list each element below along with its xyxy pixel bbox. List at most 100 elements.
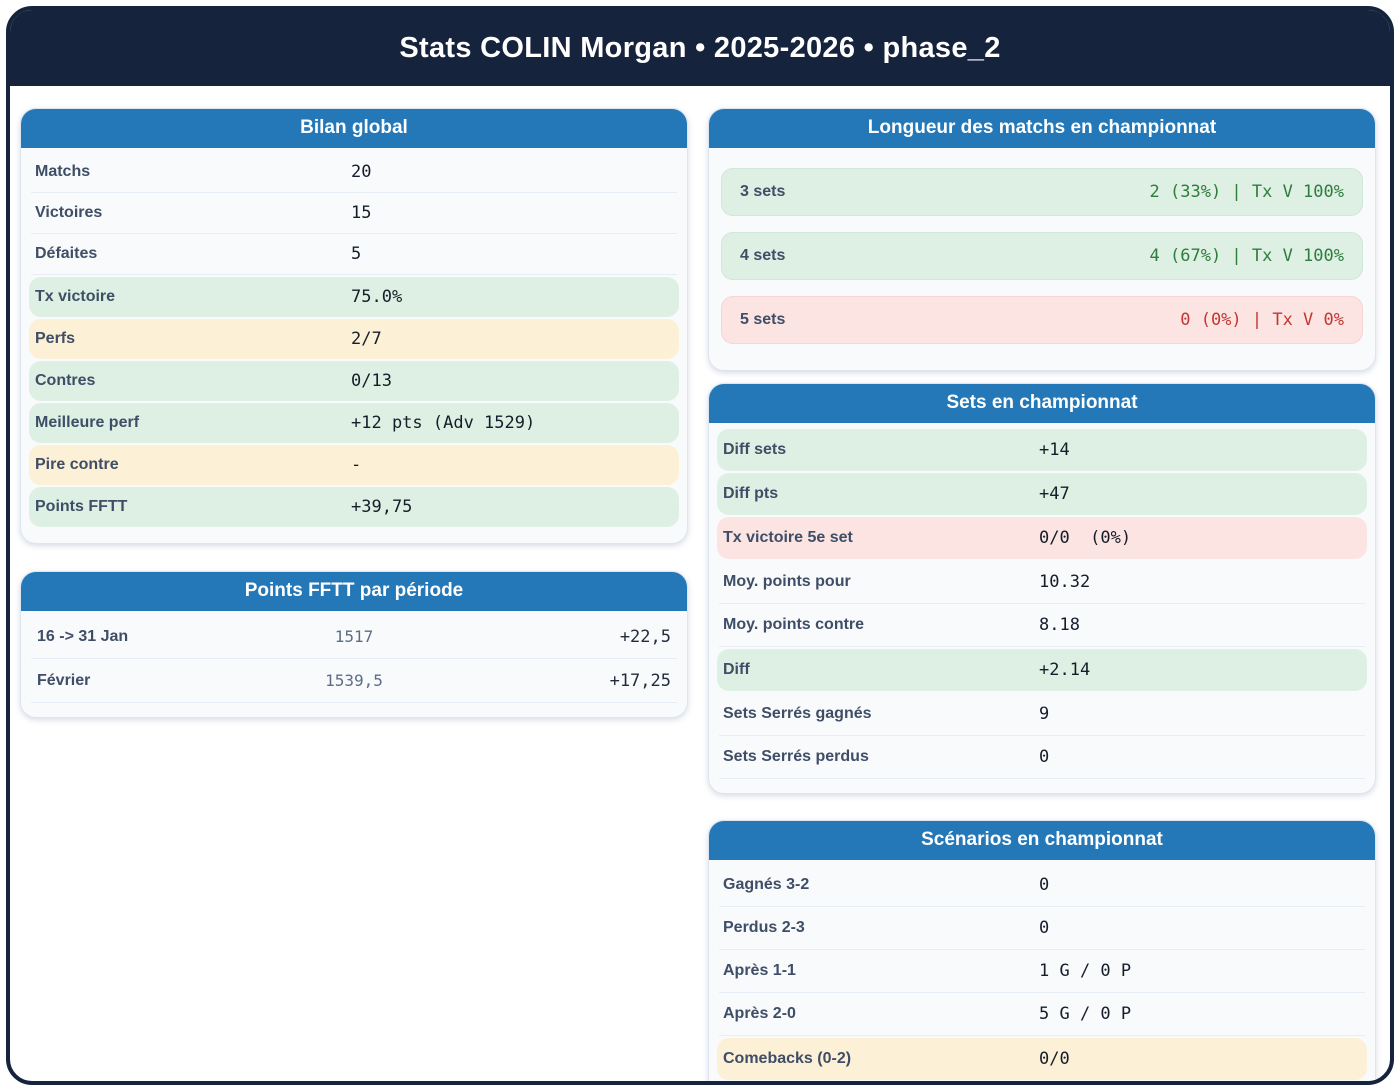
stat-row-d-faites: Défaites 5: [31, 234, 677, 275]
stat-value: +39,75: [351, 497, 413, 517]
stat-label: Victoires: [35, 204, 103, 221]
stat-value: 0: [1039, 747, 1050, 767]
stat-row-diff-sets: Diff sets +14: [717, 429, 1367, 471]
bilan-global-rows: Matchs 20 Victoires 15 Défaites 5 Tx victoire 7…: [21, 148, 687, 543]
stat-label: Contres: [35, 372, 96, 389]
stat-label: Moy. points pour: [723, 573, 851, 590]
period-delta-value: +22,5: [619, 626, 671, 647]
sets-championnat-rows: Diff sets +14 Diff pts +47 Tx victoire 5e se…: [709, 423, 1375, 793]
page-frame: Stats COLIN Morgan • 2025-2026 • phase_2…: [6, 6, 1394, 1085]
card-points-fftt-periode-title: Points FFTT par période: [21, 572, 687, 611]
period-delta-value: +17,25: [609, 670, 671, 691]
stat-row-meilleure-perf: Meilleure perf +12 pts (Adv 1529): [29, 403, 679, 443]
stat-row-pire-contre: Pire contre -: [29, 445, 679, 485]
stat-value: +2.14: [1039, 660, 1091, 680]
stat-value: 8.18: [1039, 615, 1080, 635]
stat-row-apr-s-2-0: Après 2-0 5 G / 0 P: [719, 993, 1365, 1036]
stat-row-contres: Contres 0/13: [29, 361, 679, 401]
stat-label: Défaites: [35, 245, 98, 262]
stat-row-tx-victoire-5e-set: Tx victoire 5e set 0/0 (0%): [717, 517, 1367, 559]
stat-label: Diff pts: [723, 485, 779, 502]
stat-row-tx-victoire: Tx victoire 75.0%: [29, 277, 679, 317]
app-header: Stats COLIN Morgan • 2025-2026 • phase_2: [10, 10, 1390, 86]
stat-label: Matchs: [35, 163, 91, 180]
stat-row-diff-pts: Diff pts +47: [717, 473, 1367, 515]
stat-label: Pire contre: [35, 456, 119, 473]
stat-row-perfs: Perfs 2/7: [29, 319, 679, 359]
stat-label: Diff sets: [723, 441, 787, 458]
stat-label: Tx victoire 5e set: [723, 529, 853, 546]
stat-label: Perfs: [35, 330, 76, 347]
longueur-matchs-rows: 3 sets 2 (33%) | Tx V 100% 4 sets 4 (67%) |…: [709, 148, 1375, 370]
stat-label: Après 1-1: [723, 962, 796, 979]
stat-label: Points FFTT: [35, 498, 128, 515]
card-points-fftt-periode: Points FFTT par période 16 -> 31 Jan 1517…: [20, 571, 688, 718]
stat-row-victoires: Victoires 15: [31, 193, 677, 234]
card-bilan-global-title: Bilan global: [21, 109, 687, 148]
stat-label: Sets Serrés perdus: [723, 748, 869, 765]
stat-value: 0: [1039, 875, 1050, 895]
stat-value: 1 G / 0 P: [1039, 961, 1132, 981]
stat-label: Après 2-0: [723, 1005, 796, 1022]
content: Bilan global Matchs 20 Victoires 15 Défaites…: [10, 86, 1390, 1081]
stat-label: Moy. points contre: [723, 616, 865, 633]
page-title: Stats COLIN Morgan • 2025-2026 • phase_2: [399, 31, 1001, 64]
stat-label: Sets Serrés gagnés: [723, 705, 872, 722]
stat-row-perdus-2-3: Perdus 2-3 0: [719, 907, 1365, 950]
stat-value: 10.32: [1039, 572, 1091, 592]
scenarios-championnat-rows: Gagnés 3-2 0 Perdus 2-3 0 Après 1-1 1 G / 0 P…: [709, 860, 1375, 1081]
period-row-16-31-jan: 16 -> 31 Jan 1517 +22,5: [31, 615, 677, 659]
stat-label: Diff: [723, 661, 750, 678]
pill-value: 2 (33%) | Tx V 100%: [1149, 182, 1344, 202]
points-fftt-periode-rows: 16 -> 31 Jan 1517 +22,5 Février 1539,5 +17,25: [21, 611, 687, 717]
pill-label: 5 sets: [740, 311, 786, 328]
pill-label: 3 sets: [740, 183, 786, 200]
stat-row-moy-points-pour: Moy. points pour 10.32: [719, 561, 1365, 604]
card-sets-championnat: Sets en championnat Diff sets +14 Diff pts…: [708, 383, 1376, 794]
pill-row-4-sets: 4 sets 4 (67%) | Tx V 100%: [721, 232, 1363, 280]
stat-label: Tx victoire: [35, 288, 116, 305]
stat-value: -: [351, 455, 362, 475]
stat-value: 5 G / 0 P: [1039, 1004, 1132, 1024]
stat-row-apr-s-1-1: Après 1-1 1 G / 0 P: [719, 950, 1365, 993]
card-scenarios-championnat-title: Scénarios en championnat: [709, 821, 1375, 860]
stat-value: +14: [1039, 440, 1070, 460]
stat-row-points-fftt: Points FFTT +39,75: [29, 487, 679, 527]
period-points-value: 1539,5: [325, 671, 383, 690]
stat-value: 0/0 (0%): [1039, 528, 1132, 548]
pill-label: 4 sets: [740, 247, 786, 264]
card-scenarios-championnat: Scénarios en championnat Gagnés 3-2 0 Perd…: [708, 820, 1376, 1081]
period-label: 16 -> 31 Jan: [37, 627, 129, 645]
stat-value: 5: [351, 244, 362, 264]
stat-value: 9: [1039, 704, 1050, 724]
right-column: Longueur des matchs en championnat 3 set…: [708, 108, 1376, 1081]
stat-value: 20: [351, 162, 372, 182]
card-sets-championnat-title: Sets en championnat: [709, 384, 1375, 423]
stat-row-moy-points-contre: Moy. points contre 8.18: [719, 604, 1365, 647]
period-points-value: 1517: [334, 627, 374, 646]
pill-row-5-sets: 5 sets 0 (0%) | Tx V 0%: [721, 296, 1363, 344]
stat-row-comebacks-0-2: Comebacks (0-2) 0/0: [717, 1038, 1367, 1080]
card-longueur-matchs: Longueur des matchs en championnat 3 set…: [708, 108, 1376, 371]
stat-value: 15: [351, 203, 372, 223]
card-bilan-global: Bilan global Matchs 20 Victoires 15 Défaites…: [20, 108, 688, 544]
pill-row-3-sets: 3 sets 2 (33%) | Tx V 100%: [721, 168, 1363, 216]
stat-label: Meilleure perf: [35, 414, 140, 431]
period-label: Février: [37, 671, 91, 689]
stat-value: +47: [1039, 484, 1070, 504]
stat-row-sets-serr-s-perdus: Sets Serrés perdus 0: [719, 736, 1365, 779]
stat-value: 0/13: [351, 371, 392, 391]
pill-value: 4 (67%) | Tx V 100%: [1149, 246, 1344, 266]
stat-label: Perdus 2-3: [723, 919, 805, 936]
stat-value: 2/7: [351, 329, 382, 349]
stat-label: Gagnés 3-2: [723, 876, 810, 893]
stat-value: 75.0%: [351, 287, 403, 307]
stat-row-gagn-s-3-2: Gagnés 3-2 0: [719, 864, 1365, 907]
pill-value: 0 (0%) | Tx V 0%: [1180, 310, 1344, 330]
period-row-f-vrier: Février 1539,5 +17,25: [31, 659, 677, 703]
stat-row-diff: Diff +2.14: [717, 649, 1367, 691]
stat-row-matchs: Matchs 20: [31, 152, 677, 193]
stat-label: Comebacks (0-2): [723, 1050, 852, 1067]
stat-value: +12 pts (Adv 1529): [351, 413, 536, 433]
left-column: Bilan global Matchs 20 Victoires 15 Défaites…: [20, 108, 688, 1081]
